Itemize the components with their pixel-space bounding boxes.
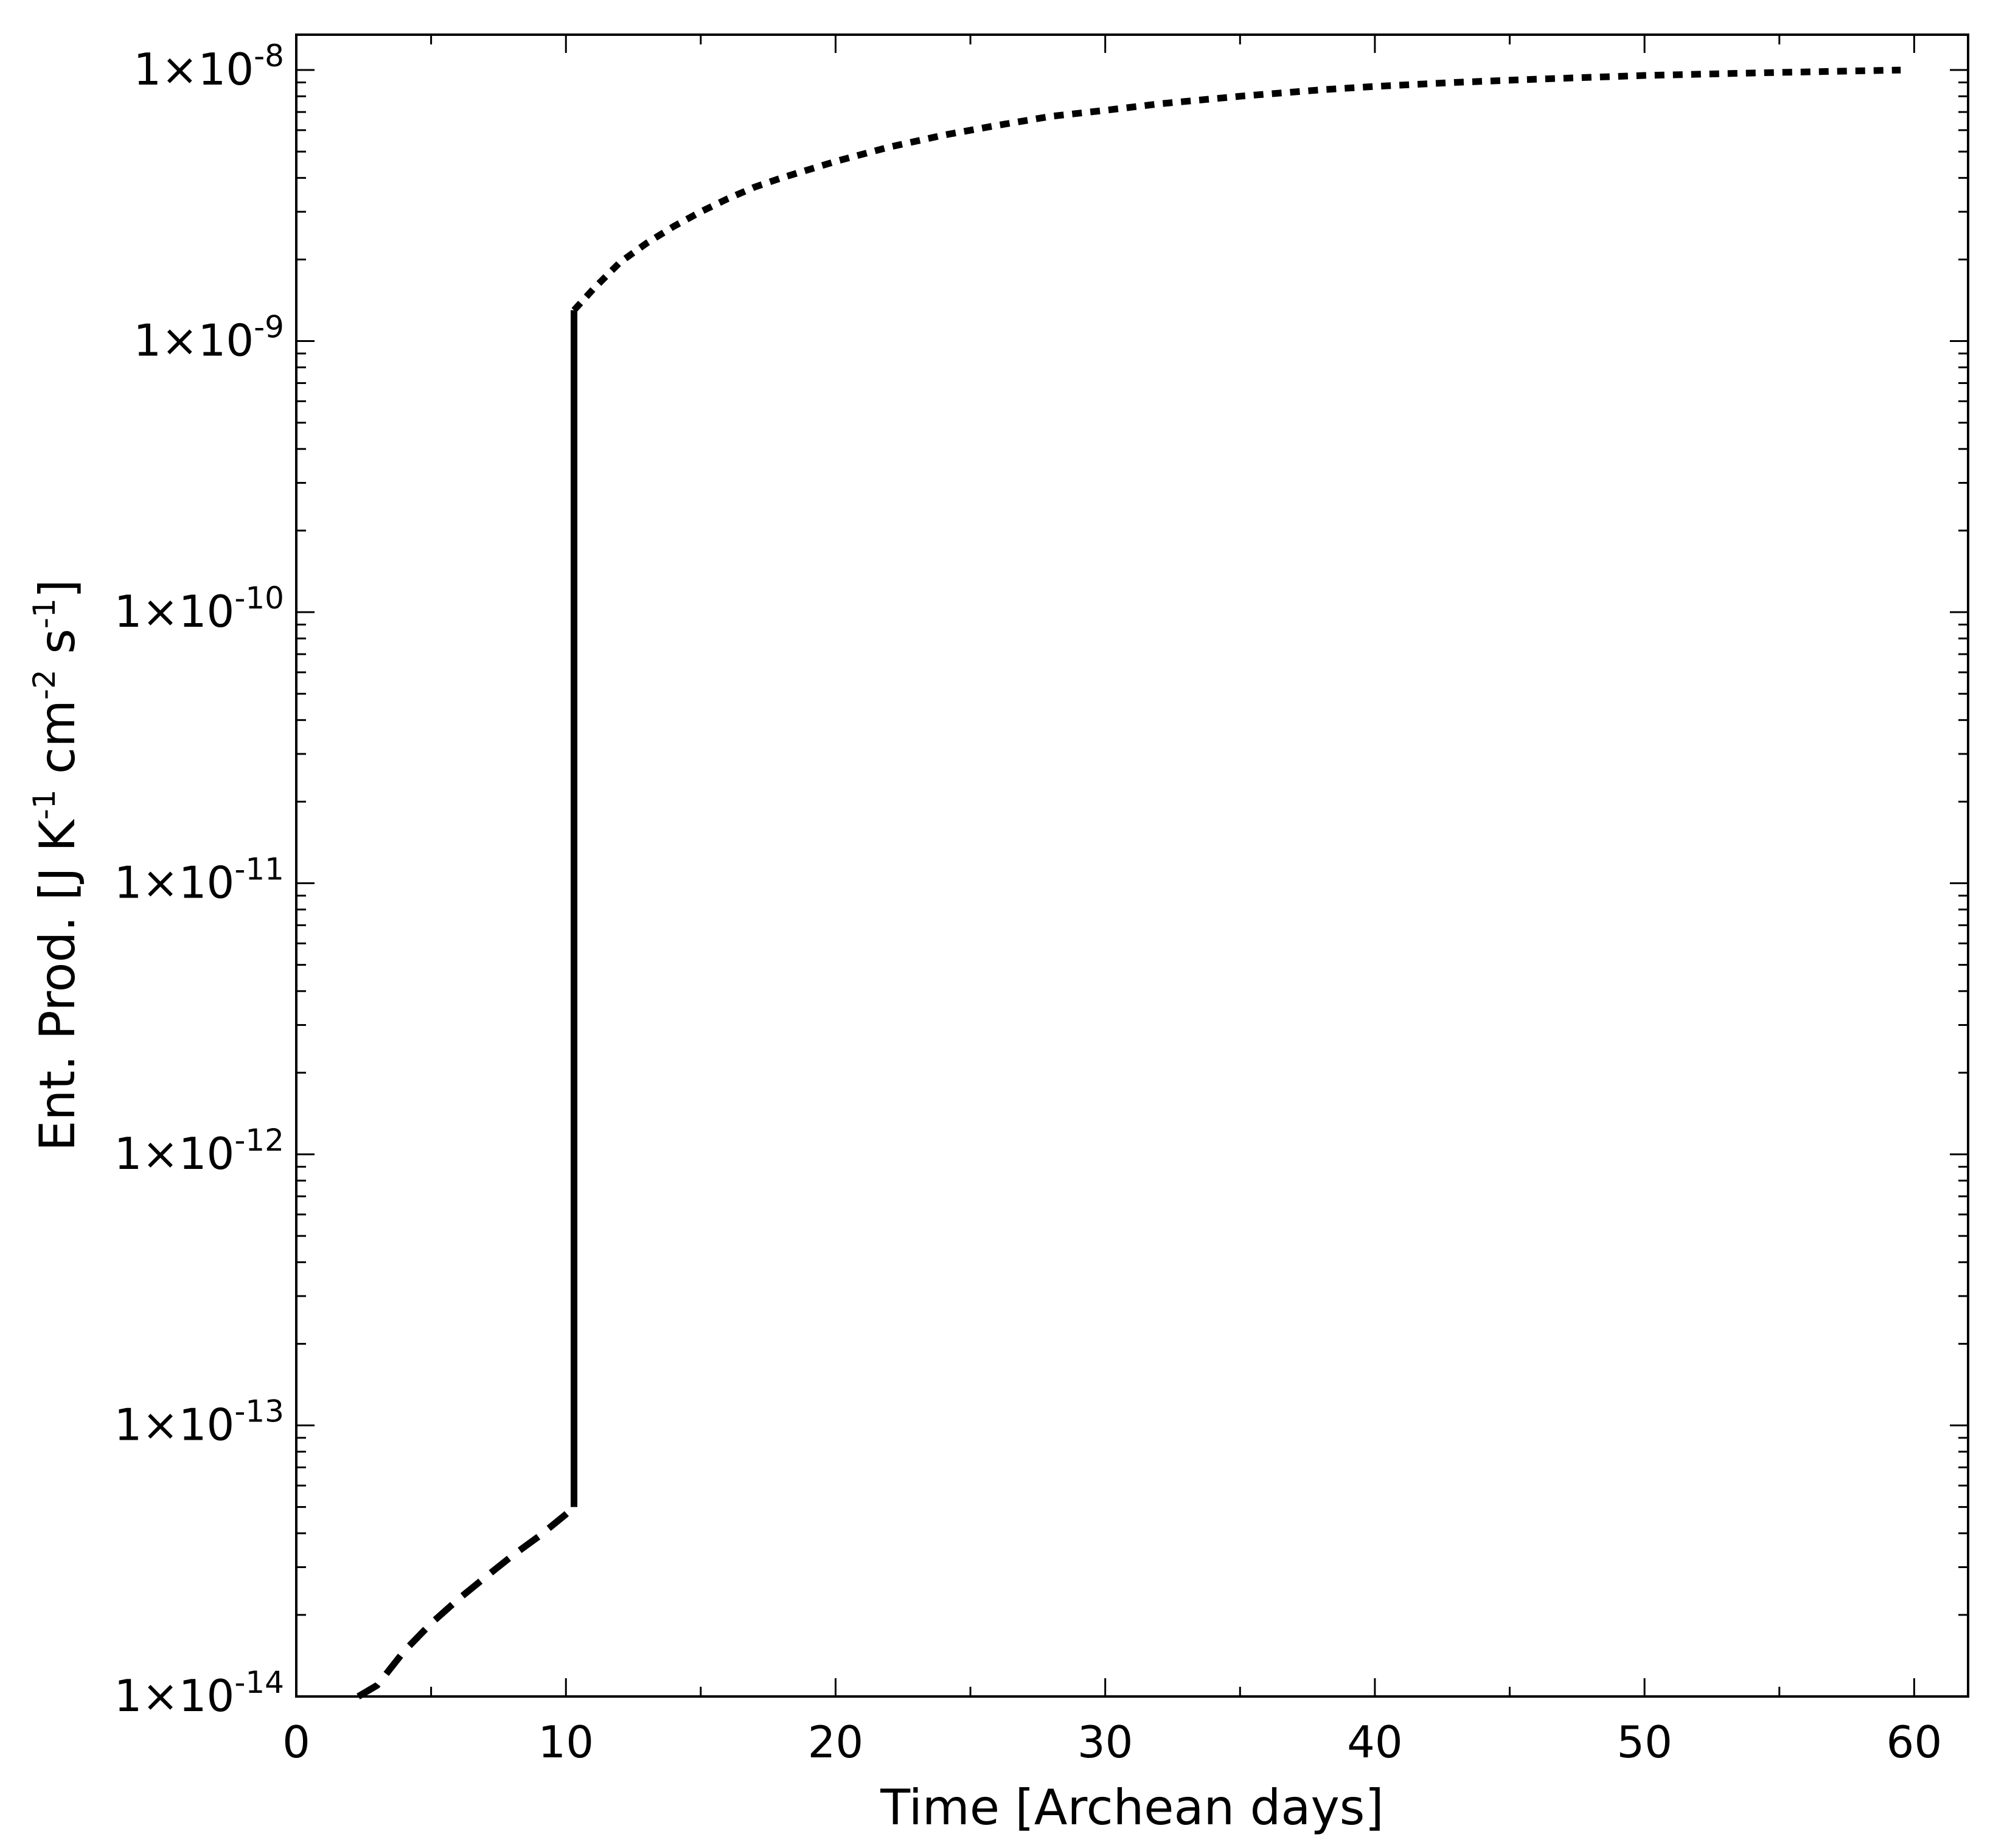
x-tick-label: 50 [1616,1717,1672,1768]
x-tick-label: 40 [1347,1717,1403,1768]
series-line-3-dotted [571,66,1901,313]
y-tick-label: 1×10-13 [114,1394,284,1451]
y-tick-label: 1×10-14 [114,1665,284,1721]
y-tick-label: 1×10-9 [133,310,284,366]
y-axis-label: Ent. Prod. [J K-1 cm-2 s-1] [27,579,86,1151]
y-tick-label: 1×10-10 [114,581,284,637]
x-tick-label: 60 [1887,1717,1943,1768]
series-line-1-dashed [357,1504,577,1700]
plot-frame [295,33,1969,1698]
y-tick-label: 1×10-8 [133,38,284,95]
x-axis-ticks: 0 10 20 30 40 50 60 [282,35,1942,1768]
x-tick-label: 20 [808,1717,864,1768]
x-tick-label: 10 [538,1717,594,1768]
x-tick-label: 0 [282,1717,310,1768]
y-tick-label: 1×10-11 [114,852,284,908]
y-tick-label: 1×10-12 [114,1123,284,1179]
x-axis-label: Time [Archean days] [880,1779,1383,1836]
x-tick-label: 30 [1077,1717,1133,1768]
y-axis-ticks: 1×10-14 1×10-13 1×10-12 1×10-11 1×10-10 1×10-… [114,38,1968,1721]
series-layer [357,66,1901,1700]
